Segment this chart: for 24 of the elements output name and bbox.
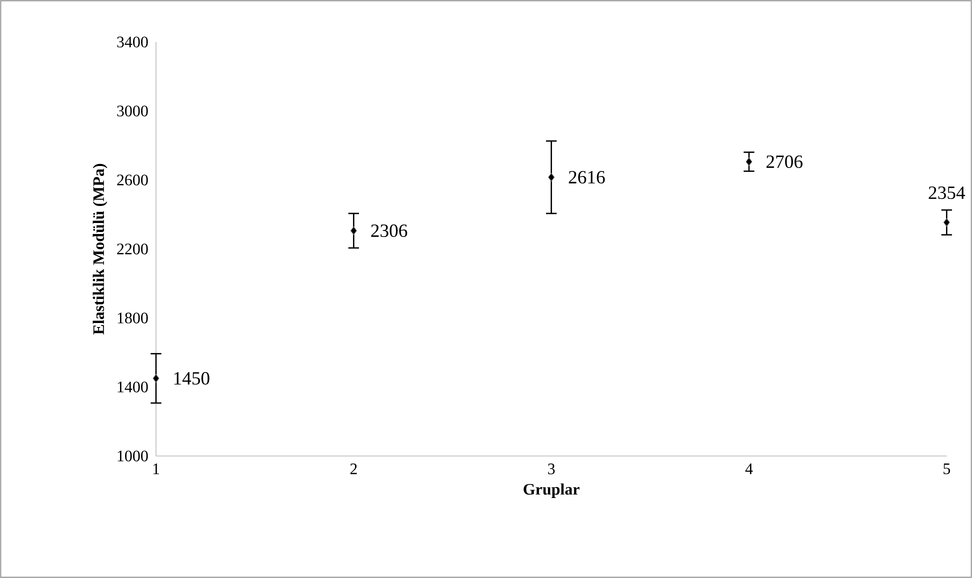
x-tick-label: 2: [350, 464, 357, 474]
data-label: 2354: [928, 186, 966, 200]
x-tick-label: 3: [548, 464, 555, 474]
y-tick-label: 1800: [118, 312, 148, 324]
x-tick-label: 1: [153, 464, 160, 474]
y-tick-label: 2600: [117, 174, 148, 186]
y-axis-title: Elastiklik Modülü (MPa): [92, 164, 108, 335]
point: [350, 226, 357, 235]
data-label: 2616: [568, 170, 605, 184]
point: [548, 172, 555, 182]
data-label: 1450: [174, 372, 210, 385]
data-label: 2706: [766, 155, 802, 168]
x-axis-title: Gruplar: [524, 483, 580, 498]
point: [152, 374, 160, 383]
point: [943, 218, 950, 227]
y-tick-label: 1400: [118, 382, 148, 392]
y-tick-label: 3400: [117, 36, 148, 48]
y-tick-label: 2200: [117, 244, 148, 254]
x-tick-label: 4: [745, 464, 753, 474]
x-tick-label: 5: [944, 464, 950, 474]
data-label: 2306: [371, 224, 408, 238]
point: [746, 157, 752, 166]
y-tick-label: 1000: [118, 450, 148, 462]
y-tick-label: 3000: [117, 106, 148, 116]
